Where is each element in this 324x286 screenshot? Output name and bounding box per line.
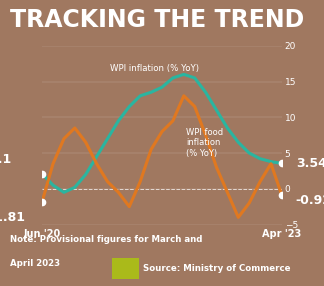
- Text: April 2023: April 2023: [10, 259, 60, 268]
- Text: -1.81: -1.81: [0, 211, 25, 224]
- Bar: [112, 258, 139, 279]
- Text: Source: Ministry of Commerce: Source: Ministry of Commerce: [143, 264, 290, 273]
- Text: WPI food
inflation
(% YoY): WPI food inflation (% YoY): [186, 128, 223, 158]
- Text: 3.54: 3.54: [296, 157, 324, 170]
- Text: 2.1: 2.1: [0, 153, 12, 166]
- Text: -0.92: -0.92: [296, 194, 324, 207]
- Text: Note: Provisional figures for March and: Note: Provisional figures for March and: [10, 235, 202, 244]
- Text: TRACKING THE TREND: TRACKING THE TREND: [10, 8, 304, 32]
- Text: WPI inflation (% YoY): WPI inflation (% YoY): [110, 64, 199, 73]
